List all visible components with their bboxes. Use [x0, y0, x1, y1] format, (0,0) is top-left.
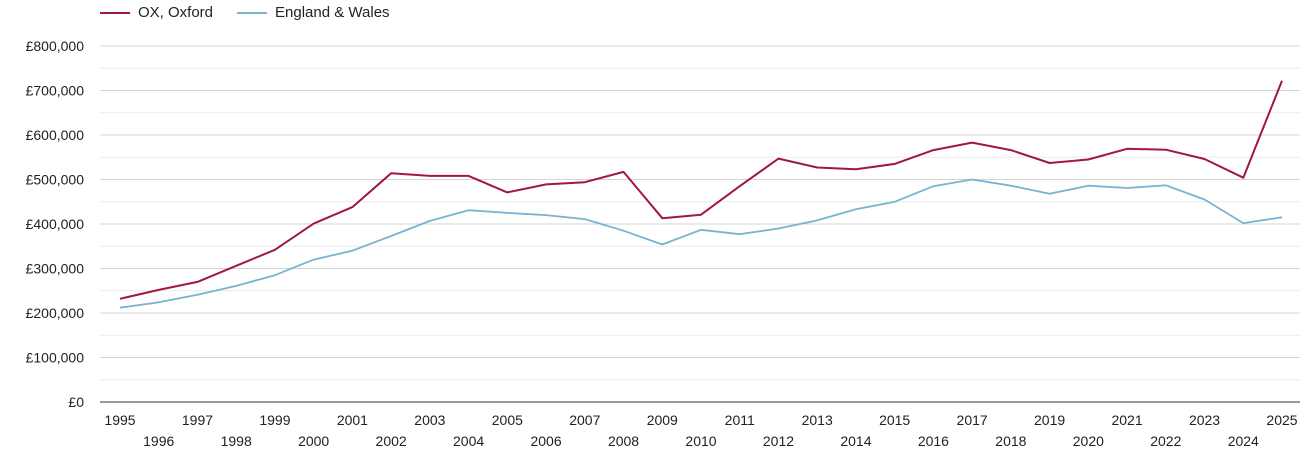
x-tick-label: 2022	[1150, 433, 1181, 449]
x-tick-label: 2016	[918, 433, 949, 449]
x-tick-label: 2002	[376, 433, 407, 449]
y-tick-label: £300,000	[26, 261, 85, 277]
x-tick-label: 1996	[143, 433, 174, 449]
x-tick-label: 1999	[259, 412, 290, 428]
y-tick-label: £500,000	[26, 172, 85, 188]
x-tick-label: 2004	[453, 433, 484, 449]
y-tick-label: £400,000	[26, 216, 85, 232]
x-tick-label: 2021	[1111, 412, 1142, 428]
legend-swatch-oxford	[100, 11, 130, 14]
x-tick-label: 2008	[608, 433, 639, 449]
x-tick-label: 2006	[530, 433, 561, 449]
x-tick-label: 2013	[802, 412, 833, 428]
x-tick-label: 2024	[1228, 433, 1259, 449]
x-tick-label: 2007	[569, 412, 600, 428]
x-tick-label: 2023	[1189, 412, 1220, 428]
y-tick-label: £600,000	[26, 127, 85, 143]
x-tick-label: 2000	[298, 433, 329, 449]
legend-item-oxford: OX, Oxford	[100, 4, 213, 21]
x-tick-label: 1995	[104, 412, 135, 428]
x-tick-label: 2010	[685, 433, 716, 449]
x-axis-labels: 1995 1996 1997 1998 1999 2000 2001 2002 2003 2004…	[104, 412, 1297, 449]
series-lines	[119, 80, 1283, 309]
legend-item-england-wales: England & Wales	[237, 4, 390, 21]
x-tick-label: 2017	[957, 412, 988, 428]
x-tick-label: 2005	[492, 412, 523, 428]
y-tick-label: £800,000	[26, 38, 85, 54]
series-line-oxford	[119, 80, 1283, 300]
x-tick-label: 2020	[1073, 433, 1104, 449]
legend-label-england-wales: England & Wales	[275, 4, 390, 21]
legend-label-oxford: OX, Oxford	[138, 4, 214, 21]
x-tick-label: 2009	[647, 412, 678, 428]
x-tick-label: 1998	[221, 433, 252, 449]
x-tick-label: 2012	[763, 433, 794, 449]
legend-swatch-england-wales	[237, 11, 268, 14]
x-tick-label: 1997	[182, 412, 213, 428]
gridlines	[100, 45, 1300, 403]
x-tick-label: 2025	[1266, 412, 1297, 428]
x-tick-label: 2003	[414, 412, 445, 428]
y-tick-label: £0	[68, 394, 84, 410]
x-tick-label: 2019	[1034, 412, 1065, 428]
x-tick-label: 2018	[995, 433, 1026, 449]
y-axis-labels: £0 £100,000 £200,000 £300,000 £400,000 £500,0…	[26, 38, 85, 410]
x-tick-label: 2014	[840, 433, 871, 449]
y-tick-label: £200,000	[26, 305, 85, 321]
x-tick-label: 2015	[879, 412, 910, 428]
y-tick-label: £700,000	[26, 83, 85, 99]
series-line-england-wales	[119, 178, 1283, 309]
x-tick-label: 2011	[725, 412, 755, 428]
y-tick-label: £100,000	[26, 350, 85, 366]
x-tick-label: 2001	[337, 412, 368, 428]
chart-legend: OX, Oxford England & Wales	[100, 4, 390, 21]
